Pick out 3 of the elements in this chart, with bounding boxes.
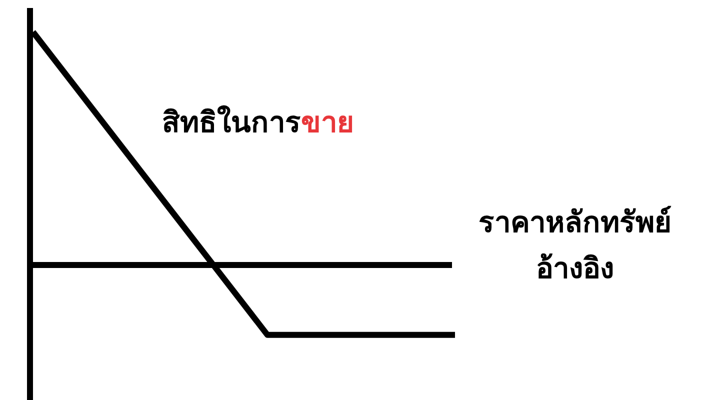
annotation: สิทธิในการ	[162, 105, 301, 139]
x-axis-title: ราคาหลักทรัพย์ อ้างอิง	[478, 205, 672, 285]
annotation: ขาย	[301, 105, 354, 139]
